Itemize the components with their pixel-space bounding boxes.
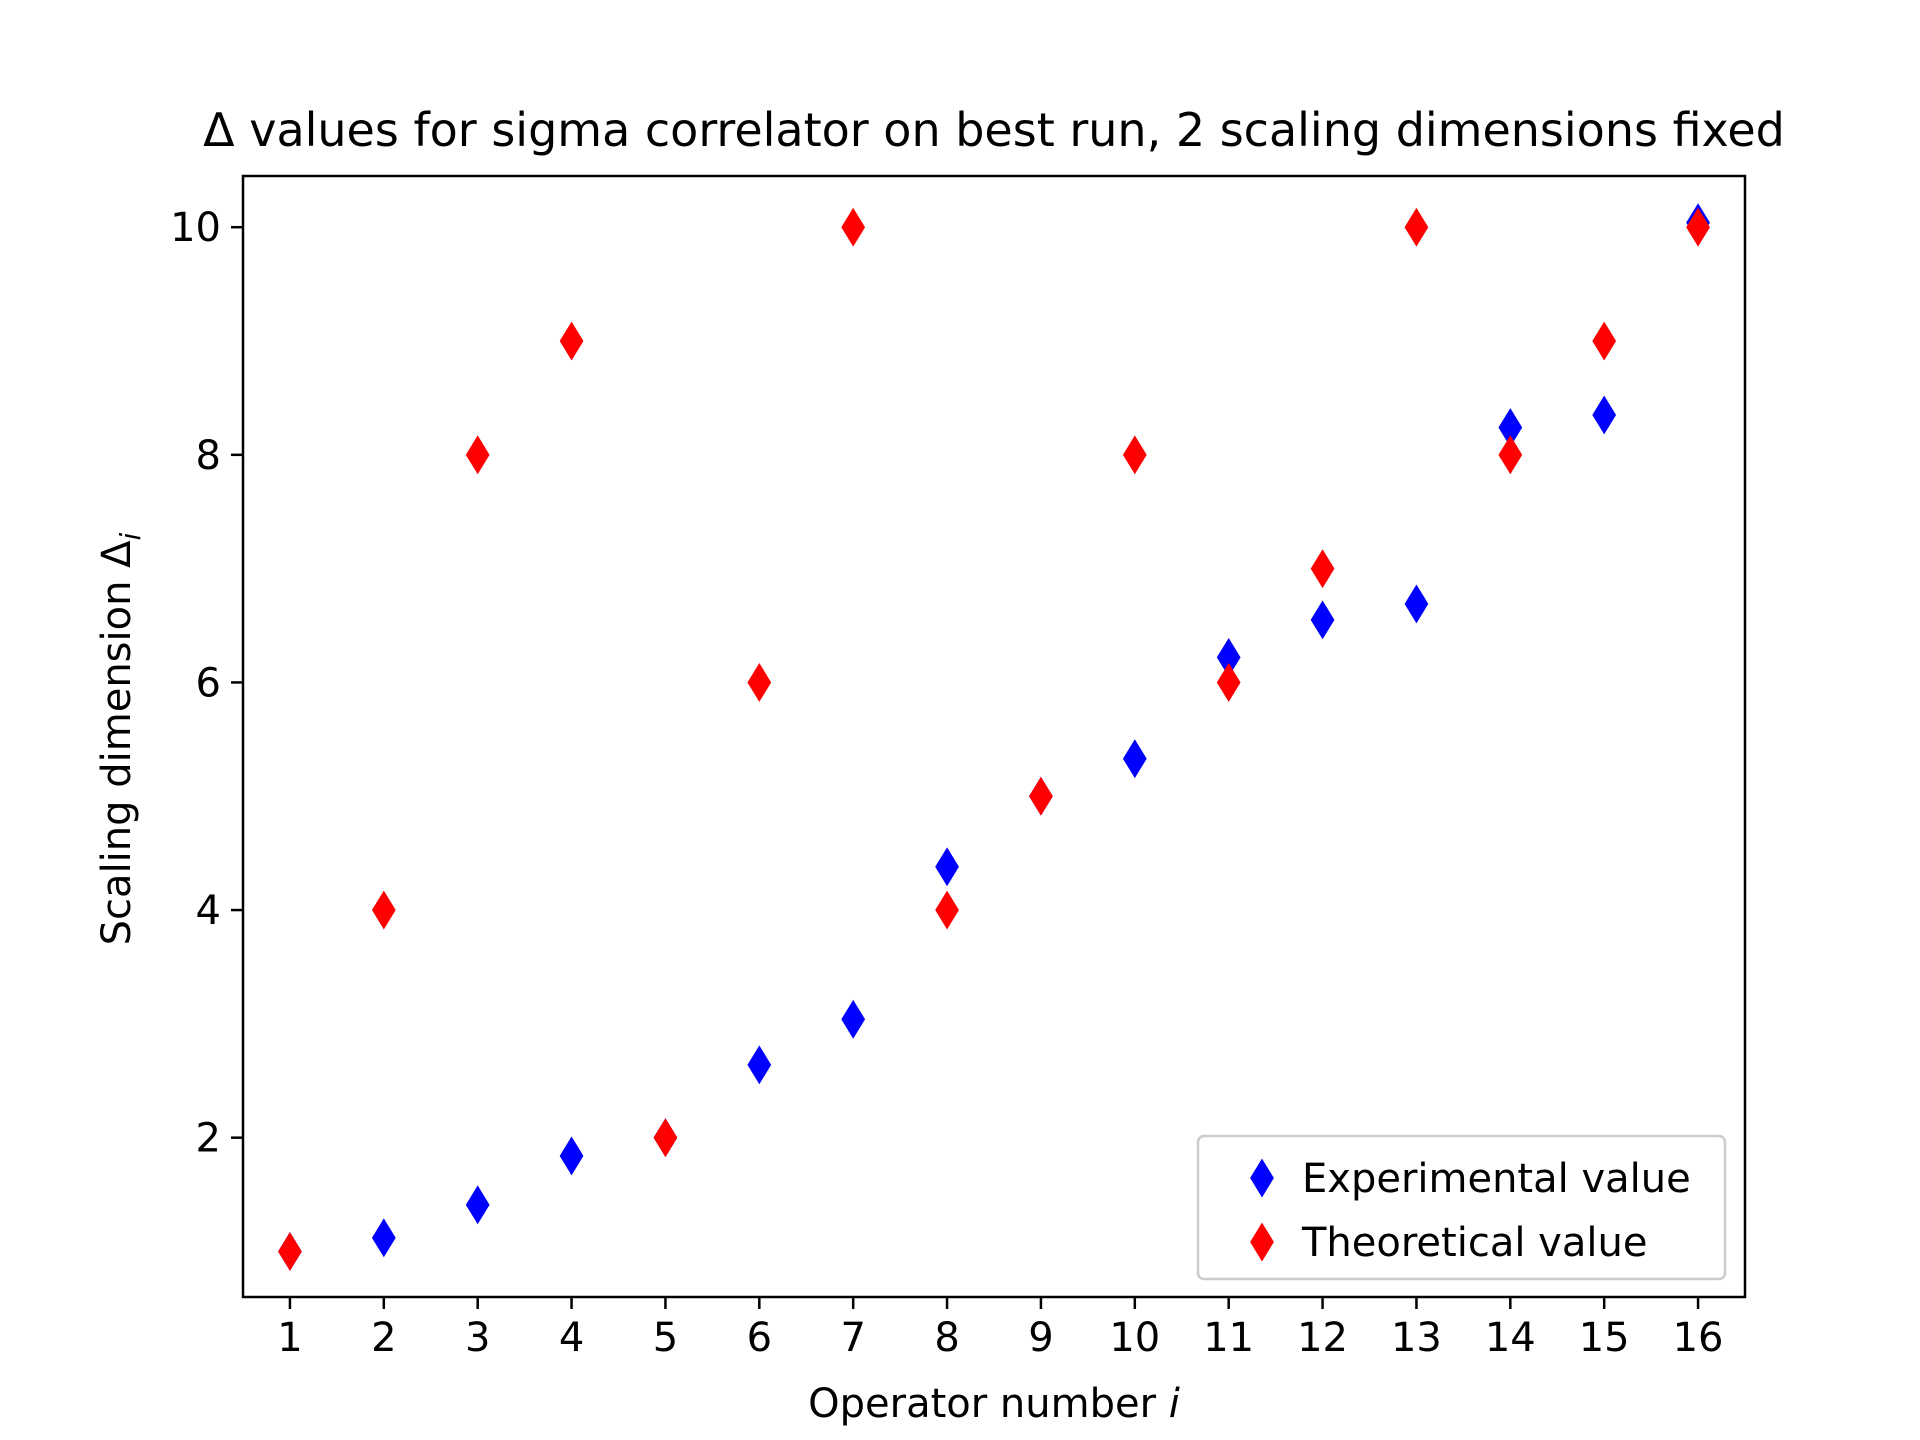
data-point: [841, 999, 866, 1039]
legend-label: Experimental value: [1302, 1156, 1691, 1202]
x-tick-label: 14: [1485, 1315, 1536, 1361]
x-tick-label: 5: [653, 1315, 678, 1361]
x-tick-label: 7: [840, 1315, 865, 1361]
data-point: [371, 1218, 396, 1258]
data-point: [465, 1185, 490, 1225]
y-tick-label: 8: [196, 433, 221, 479]
data-point: [653, 1118, 678, 1158]
y-tick-label: 4: [196, 888, 221, 934]
x-axis-label: Operator number i: [808, 1381, 1180, 1427]
legend-box: [1196, 1134, 1727, 1281]
x-tick-label: 8: [934, 1315, 959, 1361]
legend: Experimental value Theoretical value: [1196, 1134, 1727, 1281]
y-tick-label: 2: [196, 1116, 221, 1162]
x-tick-label: 2: [371, 1315, 396, 1361]
x-axis-label-text: Operator number: [808, 1381, 1156, 1427]
plot-frame: [241, 174, 1747, 1299]
data-point: [1498, 435, 1523, 475]
data-point: [278, 1232, 302, 1271]
y-tick-label: 10: [170, 205, 221, 251]
data-point: [747, 663, 772, 702]
x-tick-label: 6: [747, 1315, 772, 1361]
data-point: [841, 207, 866, 247]
data-point: [935, 847, 959, 887]
data-point: [1122, 739, 1147, 779]
x-tick-label: 11: [1203, 1315, 1254, 1361]
x-axis-label-variable: i: [1169, 1381, 1180, 1427]
data-point: [1122, 435, 1147, 475]
data-point: [1310, 549, 1335, 589]
chart-title: Δ values for sigma correlator on best ru…: [203, 103, 1785, 157]
data-point: [371, 890, 396, 930]
x-axis: 1 2 3 4 5 6 7 8 9 10 11 12 13 14 15 16: [277, 1297, 1724, 1361]
x-tick-label: 3: [465, 1315, 490, 1361]
y-axis-label: Scaling dimension Δi: [94, 532, 147, 945]
y-axis-label-subscript: i: [114, 532, 147, 540]
data-markers: [278, 203, 1710, 1271]
data-point: [1404, 207, 1429, 247]
x-tick-label: 13: [1391, 1315, 1442, 1361]
y-axis: 2 4 6 8 10: [170, 205, 243, 1162]
x-tick-label: 9: [1028, 1315, 1053, 1361]
data-point: [1592, 321, 1617, 361]
y-tick-label: 6: [196, 660, 221, 706]
data-point: [1216, 663, 1241, 702]
data-point: [935, 890, 959, 930]
data-point: [1029, 776, 1053, 816]
x-tick-label: 1: [277, 1315, 302, 1361]
x-tick-label: 4: [559, 1315, 584, 1361]
x-tick-label: 15: [1579, 1315, 1630, 1361]
data-point: [559, 1136, 584, 1176]
data-point: [1310, 600, 1335, 640]
legend-label: Theoretical value: [1301, 1220, 1647, 1266]
x-tick-label: 12: [1297, 1315, 1348, 1361]
data-point: [1592, 395, 1617, 435]
x-tick-label: 10: [1109, 1315, 1160, 1361]
legend-marker: [1250, 1222, 1274, 1262]
series-theoretical: [278, 207, 1710, 1271]
data-point: [559, 321, 584, 361]
data-point: [1686, 207, 1710, 247]
legend-marker: [1250, 1158, 1274, 1198]
x-tick-label: 16: [1673, 1315, 1724, 1361]
data-point: [465, 435, 490, 475]
y-axis-label-text: Scaling dimension Δ: [94, 540, 140, 946]
data-point: [1404, 584, 1429, 624]
data-point: [747, 1045, 772, 1085]
